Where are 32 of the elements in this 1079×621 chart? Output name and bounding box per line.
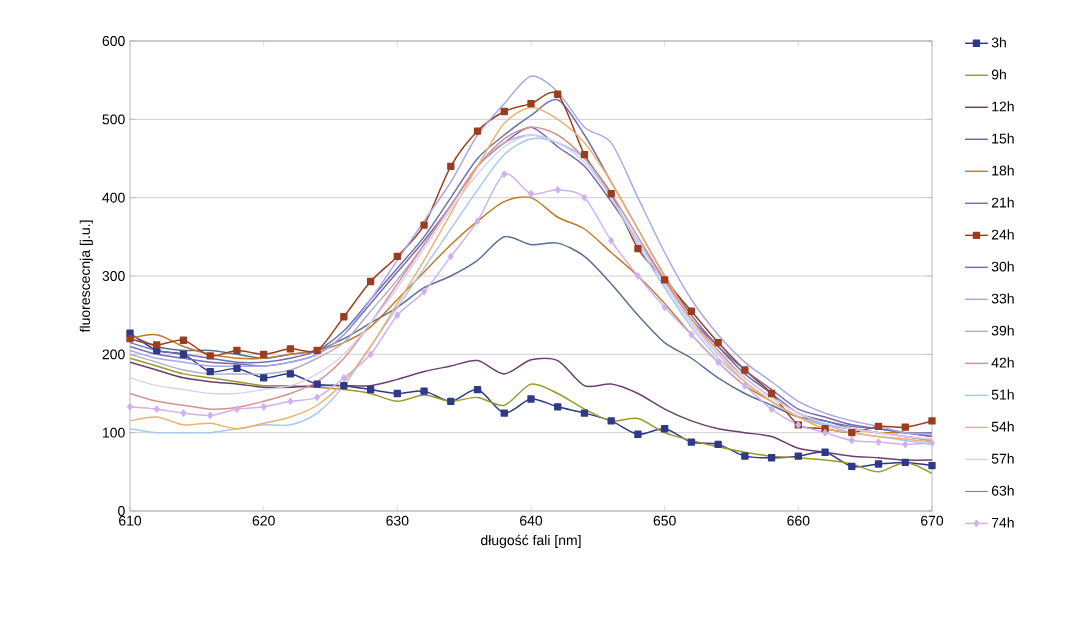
legend-label: 24h <box>991 229 1014 240</box>
legend-label: 3h <box>991 37 1006 48</box>
legend-label: 9h <box>991 69 1006 80</box>
legend-label: 30h <box>991 261 1014 272</box>
x-tick-label: 670 <box>921 515 944 526</box>
legend-label: 18h <box>992 165 1014 176</box>
y-tick-label: 0 <box>118 506 125 516</box>
legend-label: 15h <box>992 133 1014 144</box>
y-tick-label: 200 <box>102 349 125 360</box>
legend-label: 42h <box>991 357 1014 368</box>
x-axis-title: długość fali [nm] <box>481 534 581 548</box>
legend-label: 33h <box>991 293 1014 304</box>
x-tick-label: 620 <box>252 515 275 526</box>
y-tick-label: 100 <box>103 427 125 438</box>
legend-label: 57h <box>991 453 1014 464</box>
x-tick-label: 640 <box>520 515 543 526</box>
y-tick-label: 600 <box>102 36 125 46</box>
y-axis-title: fluorescecnja [j.u.] <box>79 220 93 333</box>
legend-label: 39h <box>991 325 1014 336</box>
legend-label: 54h <box>991 421 1014 432</box>
y-tick-label: 300 <box>102 271 125 281</box>
legend-label: 21h <box>991 197 1014 208</box>
x-tick-label: 610 <box>119 515 142 526</box>
x-tick-label: 660 <box>787 515 810 526</box>
y-tick-label: 500 <box>102 114 125 125</box>
legend-label: 12h <box>992 101 1014 112</box>
y-tick-label: 400 <box>102 192 125 203</box>
legend-label: 63h <box>991 485 1014 496</box>
x-tick-label: 650 <box>653 515 676 526</box>
x-tick-label: 630 <box>386 515 409 526</box>
legend-label: 51h <box>991 389 1014 400</box>
legend-label: 74h <box>991 517 1014 528</box>
